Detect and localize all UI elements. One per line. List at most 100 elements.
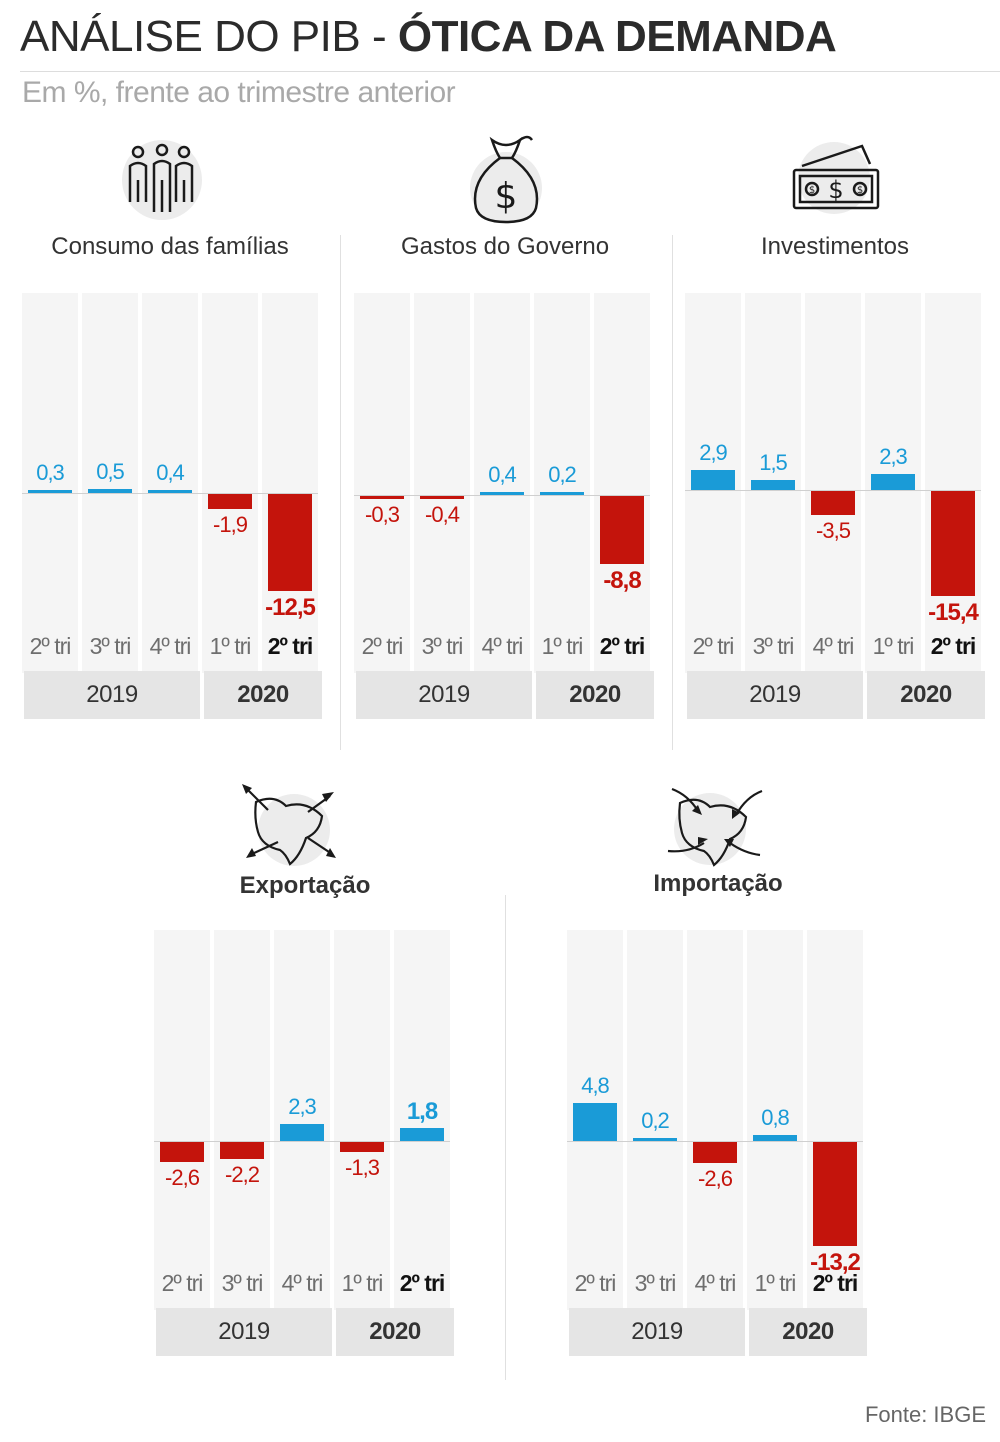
zero-baseline [567, 1141, 863, 1142]
page-title-part1: ANÁLISE DO PIB - [20, 12, 398, 61]
column-background [262, 293, 318, 673]
chart-title: Importação [653, 870, 783, 897]
value-label: 2,3 [879, 444, 908, 470]
quarter-label: 2º tri [574, 1270, 617, 1296]
column-background [747, 930, 803, 1310]
column-background [82, 293, 138, 673]
bar [693, 1142, 737, 1163]
chart-title: Consumo das famílias [51, 233, 289, 260]
quarter-label: 4º tri [281, 1270, 324, 1296]
svg-text:$: $ [809, 185, 815, 196]
people-icon [122, 140, 202, 220]
year-label: 2019 [687, 671, 863, 719]
quarter-label: 2º tri [812, 1270, 859, 1296]
column-background [474, 293, 530, 673]
quarter-label: 1º tri [754, 1270, 797, 1296]
quarter-label: 2º tri [267, 633, 314, 659]
value-label: -3,5 [816, 517, 851, 543]
bar [360, 496, 404, 499]
export-map-icon [242, 784, 336, 866]
bar [148, 489, 192, 493]
value-label: -2,2 [225, 1161, 260, 1187]
column-background [925, 293, 981, 673]
quarter-label: 3º tri [752, 633, 795, 659]
bar [480, 491, 524, 495]
column-background [805, 293, 861, 673]
year-label: 2020 [204, 671, 322, 719]
quarter-label: 3º tri [634, 1270, 677, 1296]
svg-text:$: $ [828, 176, 843, 204]
bar [28, 490, 72, 493]
column-background [807, 930, 863, 1310]
value-label: 0,8 [761, 1104, 790, 1130]
value-label: -0,3 [365, 502, 400, 527]
bar [540, 492, 584, 495]
title-divider [20, 71, 1000, 72]
bar [811, 491, 855, 515]
zero-baseline [22, 493, 318, 494]
column-background [394, 930, 450, 1310]
year-label: 2020 [867, 671, 985, 719]
column-background [274, 930, 330, 1310]
bar [751, 479, 795, 490]
year-label: 2020 [536, 671, 654, 719]
quarter-label: 2º tri [161, 1270, 204, 1296]
quarter-label: 2º tri [29, 633, 72, 659]
column-background [627, 930, 683, 1310]
quarter-label: 3º tri [421, 633, 464, 659]
money-bag-icon: $ [470, 135, 542, 224]
import-map-icon [667, 787, 763, 867]
quarter-label: 2º tri [399, 1270, 446, 1296]
bar [420, 496, 464, 500]
quarter-label: 1º tri [341, 1270, 384, 1296]
vertical-divider [505, 895, 506, 1380]
source-note: Fonte: IBGE [864, 1402, 986, 1427]
chart-title: Exportação [239, 872, 371, 899]
bar [573, 1103, 617, 1141]
quarter-label: 4º tri [481, 633, 524, 659]
bar [88, 489, 132, 493]
value-label: 2,9 [699, 440, 728, 466]
zero-baseline [354, 495, 650, 496]
year-label: 2019 [24, 671, 200, 719]
year-label: 2020 [336, 1308, 454, 1356]
value-label: -2,6 [165, 1164, 200, 1190]
bar [600, 496, 644, 565]
quarter-label: 1º tri [541, 633, 584, 659]
bar [931, 491, 975, 597]
column-background [334, 930, 390, 1310]
value-label: 0,2 [641, 1108, 670, 1133]
value-label: -12,5 [265, 593, 316, 621]
year-label: 2019 [356, 671, 532, 719]
bar [160, 1142, 204, 1162]
quarter-label: 2º tri [599, 633, 646, 659]
value-label: 1,5 [759, 449, 788, 475]
svg-text:$: $ [857, 185, 863, 196]
value-label: -0,4 [425, 502, 460, 528]
quarter-label: 2º tri [361, 633, 404, 659]
bar [400, 1127, 444, 1141]
bar [871, 474, 915, 490]
chart-title: Investimentos [760, 233, 910, 260]
bar [340, 1142, 384, 1152]
page-title: ANÁLISE DO PIB - ÓTICA DA DEMANDA [20, 12, 837, 62]
zero-baseline [685, 490, 981, 491]
value-label: 2,3 [288, 1093, 317, 1119]
column-background [534, 293, 590, 673]
value-label: -2,6 [698, 1165, 733, 1191]
page-title-part2: ÓTICA DA DEMANDA [397, 12, 837, 61]
column-background [214, 930, 270, 1310]
quarter-label: 4º tri [812, 633, 855, 659]
quarter-label: 3º tri [89, 633, 132, 659]
value-label: 0,4 [156, 459, 185, 485]
quarter-label: 1º tri [209, 633, 252, 659]
quarter-label: 4º tri [694, 1270, 737, 1296]
bar [753, 1134, 797, 1141]
bar [280, 1123, 324, 1141]
value-label: 0,5 [96, 459, 125, 485]
quarter-label: 2º tri [692, 633, 735, 659]
value-label: -15,4 [928, 599, 979, 627]
value-label: 0,2 [548, 462, 577, 487]
svg-text:$: $ [495, 176, 518, 217]
bar [813, 1142, 857, 1247]
